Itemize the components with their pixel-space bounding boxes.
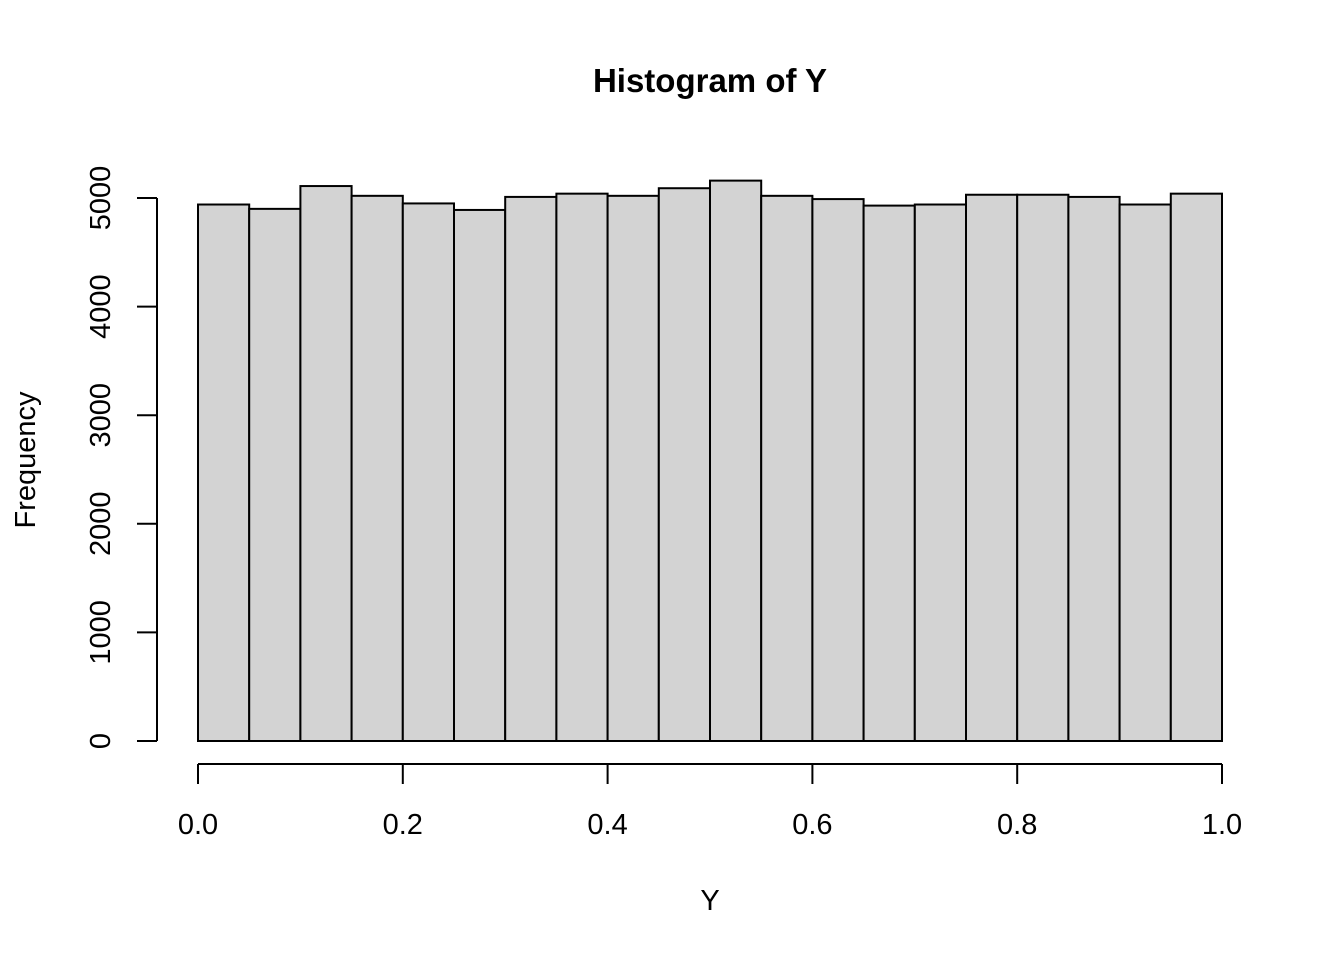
y-tick-label: 1000 [85,600,117,665]
histogram-bar [913,203,967,743]
y-tick-label: 4000 [85,274,117,339]
x-tick-label: 0.4 [587,809,627,841]
histogram-bar [197,203,251,743]
x-tick-label: 0.8 [997,809,1037,841]
chart-title: Histogram of Y [593,62,827,99]
histogram-bars [197,179,1224,743]
histogram-bar [965,193,1019,742]
y-tick-label: 3000 [85,383,117,448]
y-tick-label: 2000 [85,492,117,557]
histogram-bar [606,194,660,742]
histogram-bar [760,194,814,742]
histogram-bar [248,207,302,743]
histogram-bar [555,192,609,742]
x-tick-label: 0.2 [383,809,423,841]
histogram-bar [350,194,404,742]
y-axis: 0 1000 2000 3000 4000 5000 [85,166,158,749]
histogram-bar [1169,192,1224,742]
y-axis-label: Frequency [10,391,42,529]
histogram-bar [811,198,865,742]
histogram-bar [657,187,711,742]
y-tick-label: 5000 [85,166,117,231]
x-axis-label: Y [700,885,719,917]
x-tick-label: 0.0 [178,809,218,841]
histogram-bar [299,185,353,742]
histogram-bar [504,195,558,742]
x-axis: 0.0 0.2 0.4 0.6 0.8 1.0 [178,763,1242,841]
y-tick-label: 0 [85,733,117,749]
histogram-bar [709,179,763,742]
histogram-bar [1067,195,1121,742]
histogram-bar [1016,193,1070,742]
histogram-bar [401,202,455,742]
x-tick-label: 0.6 [792,809,832,841]
histogram-bar [1118,203,1172,743]
x-tick-label: 1.0 [1202,809,1242,841]
histogram-bar [862,204,916,743]
histogram-bar [453,208,507,743]
